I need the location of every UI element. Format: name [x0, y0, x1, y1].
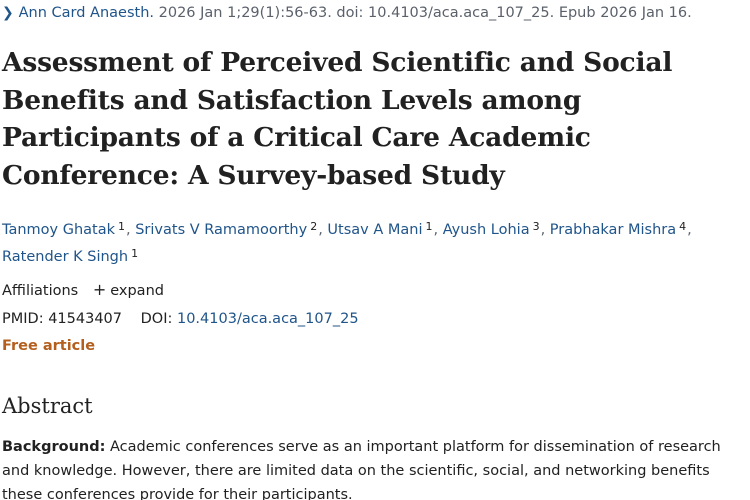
plus-icon[interactable]: + — [92, 280, 107, 299]
background-label: Background: — [2, 439, 106, 455]
author-link[interactable]: Utsav A Mani — [327, 222, 423, 238]
abstract-heading: Abstract — [2, 394, 93, 418]
expand-button[interactable]: expand — [110, 283, 164, 299]
doi-link[interactable]: 10.4103/aca.aca_107_25 — [176, 311, 359, 327]
author-link[interactable]: Tanmoy Ghatak — [2, 222, 115, 238]
affiliations-toggle[interactable]: Affiliations + expand — [2, 281, 164, 300]
doi-label: DOI: — [140, 311, 173, 327]
author-affiliation-number[interactable]: 1 — [425, 220, 433, 233]
affiliations-label: Affiliations — [2, 283, 79, 299]
journal-link[interactable]: Ann Card Anaesth. — [18, 5, 155, 21]
citation-details: 2026 Jan 1;29(1):56-63. doi: 10.4103/aca… — [158, 5, 692, 21]
free-article-badge: Free article — [2, 338, 96, 354]
author-link[interactable]: Prabhakar Mishra — [549, 222, 677, 238]
article-title: Assessment of Perceived Scientific and S… — [2, 47, 673, 191]
pmid-label: PMID: — [2, 311, 44, 327]
author-link[interactable]: Srivats V Ramamoorthy — [135, 222, 308, 238]
author-affiliation-number[interactable]: 4 — [679, 220, 687, 233]
authors-list: Tanmoy Ghatak 1, Srivats V Ramamoorthy 2, … — [2, 220, 692, 265]
abstract-background: Background: Academic conferences serve a… — [2, 435, 750, 500]
author-link[interactable]: Ayush Lohia — [442, 222, 530, 238]
author-affiliation-number[interactable]: 2 — [310, 220, 318, 233]
author-affiliation-number[interactable]: 3 — [532, 220, 540, 233]
author-affiliation-number[interactable]: 1 — [131, 247, 139, 260]
article-identifiers: PMID: 41543407 DOI: 10.4103/aca.aca_107_… — [2, 310, 359, 328]
journal-citation: ❯ Ann Card Anaesth. 2026 Jan 1;29(1):56-… — [2, 4, 692, 22]
author-affiliation-number[interactable]: 1 — [118, 220, 125, 233]
background-text: Academic conferences serve as an importa… — [2, 439, 721, 500]
pmid-value: 41543407 — [48, 311, 123, 327]
author-link[interactable]: Ratender K Singh — [2, 249, 129, 265]
chevron-right-icon[interactable]: ❯ — [2, 5, 14, 21]
